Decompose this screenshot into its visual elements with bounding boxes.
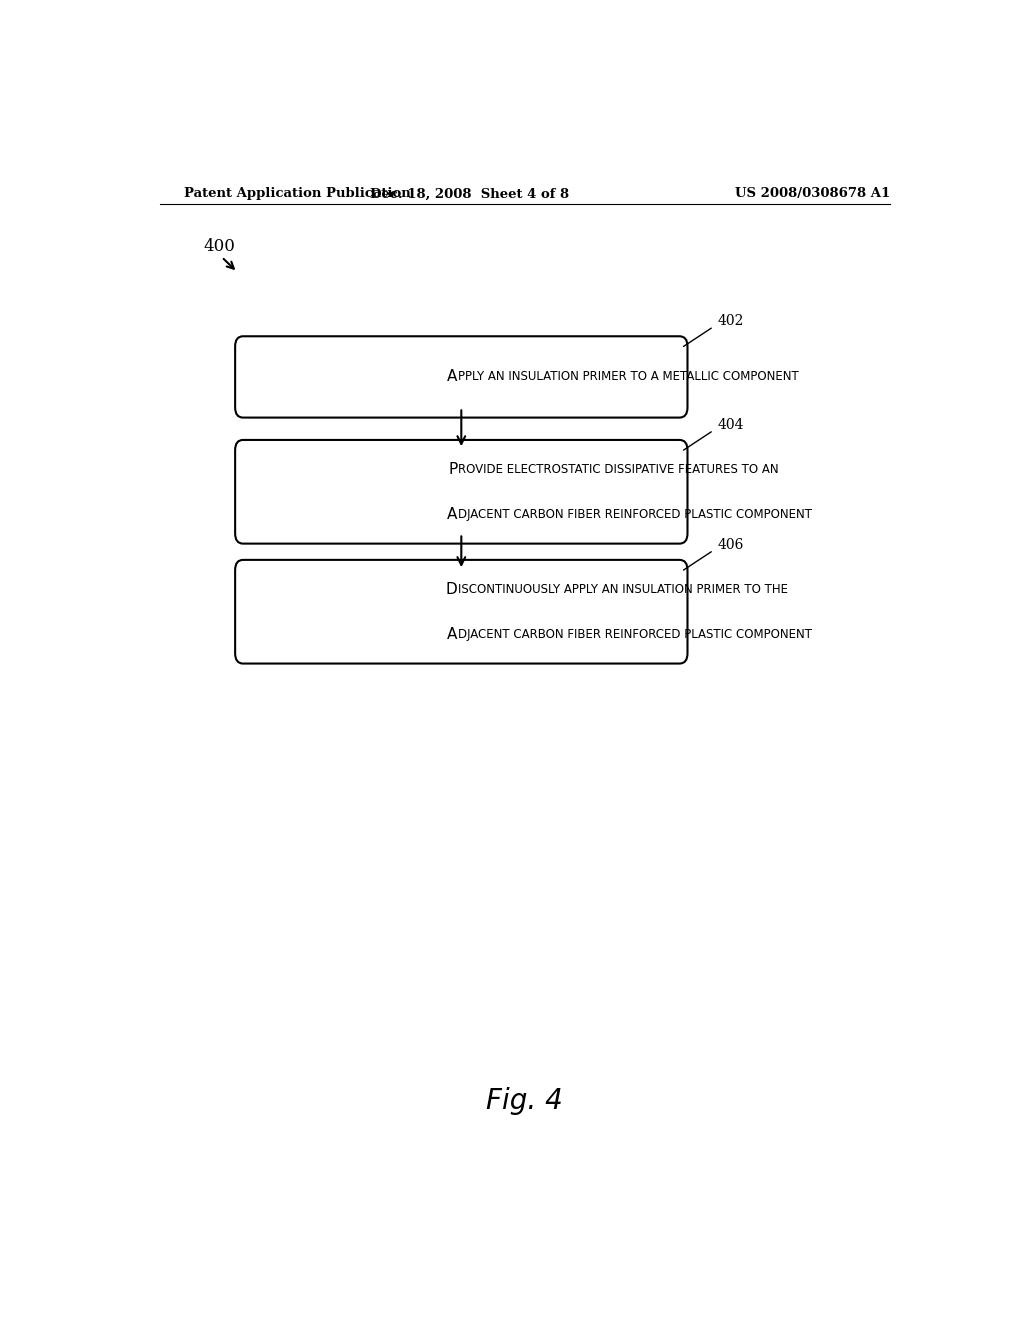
Text: 406: 406 xyxy=(718,537,744,552)
Text: Fig. 4: Fig. 4 xyxy=(486,1086,563,1114)
Text: DJACENT CARBON FIBER REINFORCED PLASTIC COMPONENT: DJACENT CARBON FIBER REINFORCED PLASTIC … xyxy=(458,627,812,640)
FancyBboxPatch shape xyxy=(236,337,687,417)
Text: 402: 402 xyxy=(718,314,744,329)
Text: PPLY AN INSULATION PRIMER TO A METALLIC COMPONENT: PPLY AN INSULATION PRIMER TO A METALLIC … xyxy=(458,371,799,383)
Text: US 2008/0308678 A1: US 2008/0308678 A1 xyxy=(734,187,890,201)
Text: 400: 400 xyxy=(204,239,236,255)
FancyBboxPatch shape xyxy=(236,440,687,544)
Text: Dec. 18, 2008  Sheet 4 of 8: Dec. 18, 2008 Sheet 4 of 8 xyxy=(370,187,568,201)
Text: P: P xyxy=(449,462,458,477)
Text: ISCONTINUOUSLY APPLY AN INSULATION PRIMER TO THE: ISCONTINUOUSLY APPLY AN INSULATION PRIME… xyxy=(458,583,788,595)
Text: DJACENT CARBON FIBER REINFORCED PLASTIC COMPONENT: DJACENT CARBON FIBER REINFORCED PLASTIC … xyxy=(458,508,812,520)
FancyBboxPatch shape xyxy=(236,560,687,664)
Text: A: A xyxy=(446,370,458,384)
Text: D: D xyxy=(445,582,458,597)
Text: A: A xyxy=(446,627,458,642)
Text: 404: 404 xyxy=(718,418,744,432)
Text: A: A xyxy=(446,507,458,521)
Text: ROVIDE ELECTROSTATIC DISSIPATIVE FEATURES TO AN: ROVIDE ELECTROSTATIC DISSIPATIVE FEATURE… xyxy=(458,463,779,477)
Text: Patent Application Publication: Patent Application Publication xyxy=(183,187,411,201)
